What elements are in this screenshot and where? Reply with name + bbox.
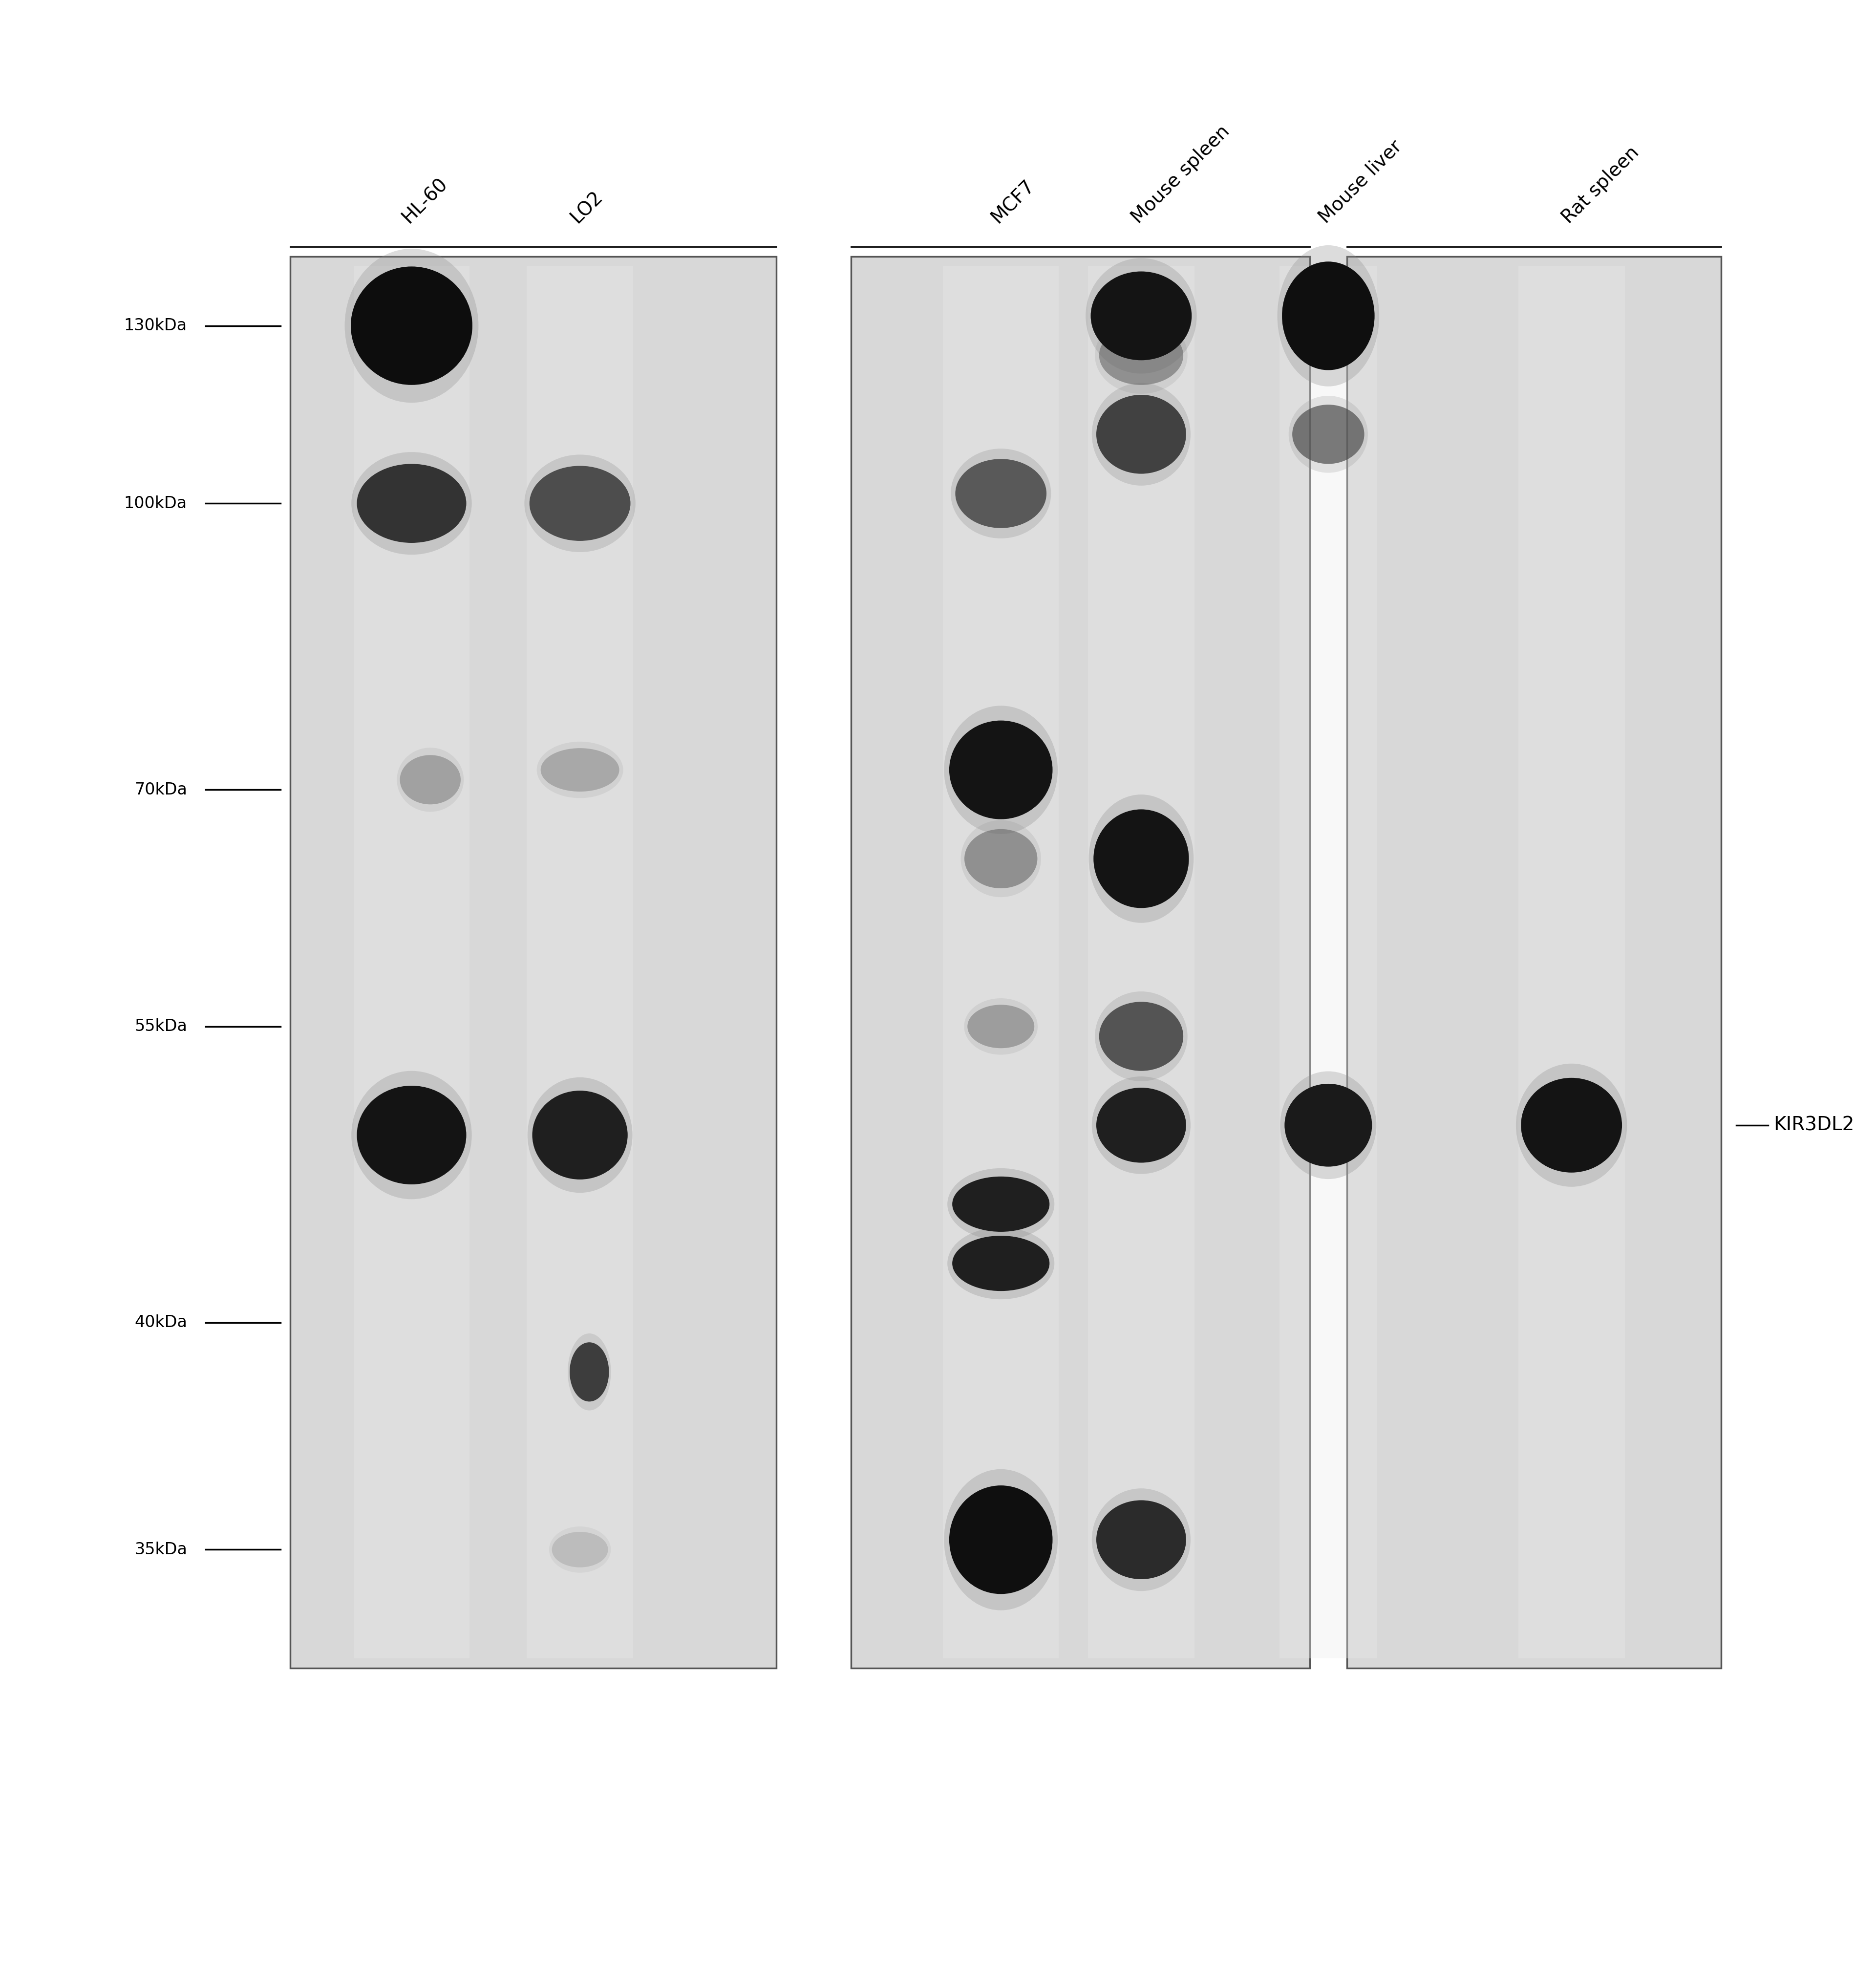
Ellipse shape — [1278, 245, 1379, 387]
Ellipse shape — [1516, 1064, 1626, 1186]
Ellipse shape — [1096, 395, 1186, 474]
Ellipse shape — [525, 454, 636, 553]
FancyBboxPatch shape — [1279, 266, 1377, 1658]
Ellipse shape — [1092, 383, 1191, 486]
Ellipse shape — [351, 452, 471, 555]
Ellipse shape — [1090, 270, 1191, 359]
Ellipse shape — [1088, 794, 1193, 924]
FancyBboxPatch shape — [1518, 266, 1625, 1658]
Ellipse shape — [1285, 1084, 1371, 1167]
Ellipse shape — [1096, 1088, 1186, 1163]
Ellipse shape — [1086, 259, 1197, 373]
Ellipse shape — [953, 1236, 1049, 1291]
Text: 40kDa: 40kDa — [135, 1315, 188, 1330]
Ellipse shape — [1289, 395, 1368, 472]
Ellipse shape — [961, 821, 1041, 896]
Ellipse shape — [1096, 991, 1188, 1082]
Ellipse shape — [1092, 1076, 1191, 1175]
Ellipse shape — [1521, 1078, 1623, 1173]
Text: Mouse liver: Mouse liver — [1315, 136, 1405, 227]
Ellipse shape — [400, 756, 461, 805]
Ellipse shape — [356, 1086, 467, 1184]
Ellipse shape — [1099, 326, 1184, 385]
Ellipse shape — [398, 748, 463, 811]
Ellipse shape — [351, 266, 473, 385]
Ellipse shape — [955, 460, 1047, 527]
Ellipse shape — [1281, 263, 1375, 371]
Ellipse shape — [1094, 809, 1189, 908]
Ellipse shape — [951, 448, 1051, 539]
Ellipse shape — [527, 1078, 632, 1192]
FancyBboxPatch shape — [291, 257, 777, 1668]
Ellipse shape — [552, 1532, 608, 1567]
Text: KIR3DL2: KIR3DL2 — [1773, 1115, 1853, 1135]
Ellipse shape — [964, 999, 1037, 1054]
FancyBboxPatch shape — [944, 266, 1058, 1658]
Ellipse shape — [568, 1334, 612, 1409]
Text: 130kDa: 130kDa — [124, 318, 188, 334]
Text: LO2: LO2 — [567, 188, 606, 227]
Ellipse shape — [356, 464, 467, 543]
Ellipse shape — [1279, 1072, 1377, 1178]
Ellipse shape — [1099, 1003, 1184, 1070]
Ellipse shape — [550, 1526, 612, 1573]
Text: 100kDa: 100kDa — [124, 495, 188, 511]
Ellipse shape — [1096, 1500, 1186, 1579]
Ellipse shape — [345, 249, 478, 403]
Ellipse shape — [944, 1469, 1058, 1611]
Ellipse shape — [968, 1005, 1034, 1048]
Ellipse shape — [947, 1228, 1054, 1299]
Ellipse shape — [953, 1177, 1049, 1232]
Ellipse shape — [533, 1090, 628, 1178]
Ellipse shape — [570, 1342, 610, 1402]
Ellipse shape — [537, 742, 623, 797]
Text: Mouse spleen: Mouse spleen — [1127, 122, 1233, 227]
Ellipse shape — [540, 748, 619, 792]
Text: 55kDa: 55kDa — [135, 1019, 188, 1034]
Ellipse shape — [947, 1169, 1054, 1240]
Ellipse shape — [1096, 316, 1188, 395]
Ellipse shape — [351, 1070, 471, 1198]
FancyBboxPatch shape — [1088, 266, 1195, 1658]
Ellipse shape — [964, 829, 1037, 888]
FancyBboxPatch shape — [852, 257, 1309, 1668]
Ellipse shape — [1293, 405, 1364, 464]
Ellipse shape — [949, 721, 1052, 819]
Ellipse shape — [949, 1484, 1052, 1595]
FancyBboxPatch shape — [527, 266, 634, 1658]
Ellipse shape — [529, 466, 630, 541]
Ellipse shape — [1092, 1488, 1191, 1591]
Text: 35kDa: 35kDa — [135, 1542, 188, 1557]
Text: 70kDa: 70kDa — [135, 782, 188, 797]
FancyBboxPatch shape — [1347, 257, 1720, 1668]
Text: MCF7: MCF7 — [989, 176, 1037, 227]
Text: Rat spleen: Rat spleen — [1559, 142, 1643, 227]
Ellipse shape — [944, 705, 1058, 833]
Text: HL-60: HL-60 — [398, 174, 450, 227]
FancyBboxPatch shape — [355, 266, 469, 1658]
